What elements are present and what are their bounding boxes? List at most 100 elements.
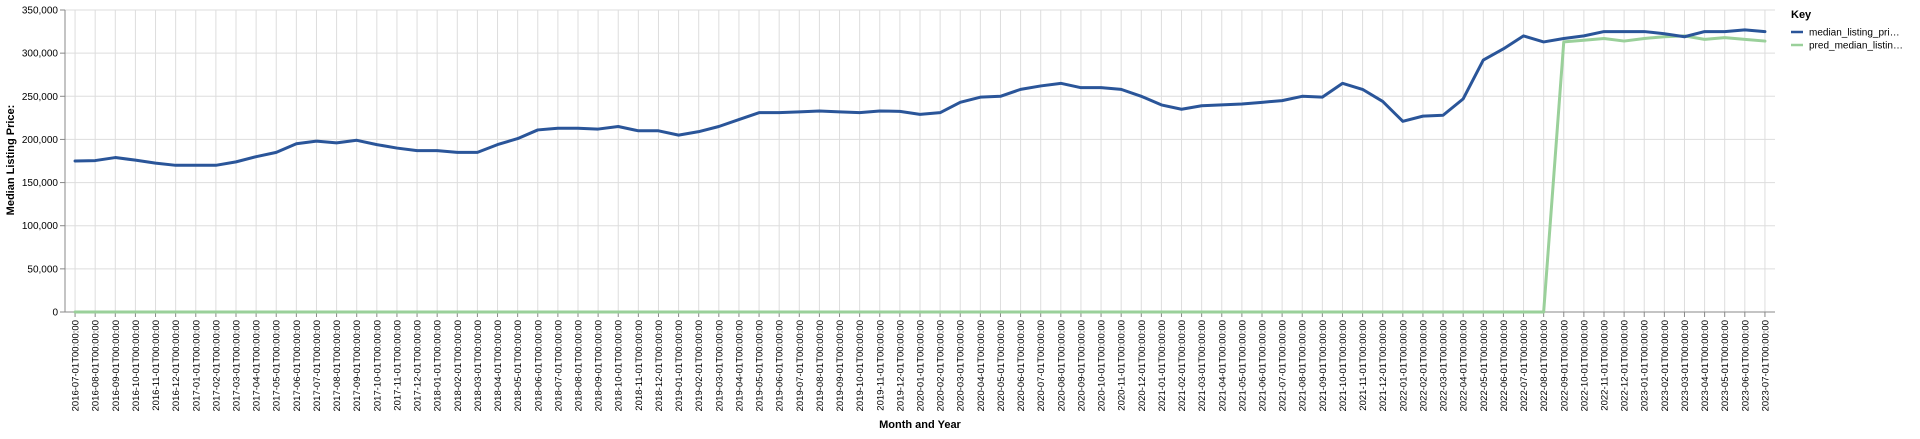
y-tick-label: 0 [52,308,58,319]
x-tick-label: 2017-03-01T00:00:00 [232,320,243,411]
x-tick-label: 2018-06-01T00:00:00 [533,320,544,411]
x-tick-label: 2017-05-01T00:00:00 [272,320,283,411]
x-tick-label: 2016-07-01T00:00:00 [71,320,82,411]
x-tick-label: 2022-05-01T00:00:00 [1479,320,1490,411]
x-tick-label: 2020-06-01T00:00:00 [1016,320,1027,411]
x-tick-label: 2022-07-01T00:00:00 [1519,320,1530,411]
y-tick-label: 350,000 [22,6,59,17]
x-tick-label: 2017-07-01T00:00:00 [312,320,323,411]
x-tick-label: 2017-04-01T00:00:00 [252,320,263,411]
x-tick-label: 2021-01-01T00:00:00 [1157,320,1168,411]
x-tick-label: 2016-09-01T00:00:00 [111,320,122,411]
x-tick-label: 2020-04-01T00:00:00 [976,320,987,411]
x-tick-label: 2022-03-01T00:00:00 [1439,320,1450,411]
series-line [73,34,1767,314]
x-tick-label: 2019-10-01T00:00:00 [855,320,866,411]
x-tick-label: 2019-09-01T00:00:00 [835,320,846,411]
x-tick-label: 2020-10-01T00:00:00 [1097,320,1108,411]
x-tick-label: 2016-11-01T00:00:00 [151,320,162,411]
x-tick-label: 2017-12-01T00:00:00 [413,320,424,411]
x-tick-label: 2021-04-01T00:00:00 [1217,320,1228,411]
x-tick-label: 2019-07-01T00:00:00 [795,320,806,411]
x-tick-label: 2021-02-01T00:00:00 [1177,320,1188,411]
x-tick-label: 2023-06-01T00:00:00 [1740,320,1751,411]
legend: Key median_listing_pri… pred_median_listi… [1791,9,1903,52]
x-tick-label: 2020-05-01T00:00:00 [996,320,1007,411]
x-tick-label: 2017-09-01T00:00:00 [352,320,363,411]
x-tick-label: 2019-02-01T00:00:00 [694,320,705,411]
grid-layer [65,9,1775,313]
x-tick-label: 2018-12-01T00:00:00 [654,320,665,411]
y-tick-label: 100,000 [22,221,59,232]
x-tick-label: 2021-10-01T00:00:00 [1338,320,1349,411]
x-tick-label: 2018-05-01T00:00:00 [513,320,524,411]
x-tick-label: 2017-08-01T00:00:00 [332,320,343,411]
x-tick-label: 2019-05-01T00:00:00 [755,320,766,411]
x-tick-label: 2016-08-01T00:00:00 [91,320,102,411]
x-tick-label: 2022-01-01T00:00:00 [1398,320,1409,411]
x-tick-label: 2019-12-01T00:00:00 [895,320,906,411]
series-line [73,28,1767,167]
x-tick-label: 2019-11-01T00:00:00 [875,320,886,411]
x-tick-label: 2023-01-01T00:00:00 [1640,320,1651,411]
y-tick-label: 200,000 [22,135,59,146]
x-tick-label: 2019-04-01T00:00:00 [734,320,745,411]
x-tick-label: 2022-10-01T00:00:00 [1579,320,1590,411]
x-tick-label: 2020-11-01T00:00:00 [1117,320,1128,411]
x-tick-label: 2022-08-01T00:00:00 [1539,320,1550,411]
x-tick-label: 2020-02-01T00:00:00 [936,320,947,411]
axes: 0 50,000 100,000 150,000 200,000 250,000 300,0… [22,6,1775,411]
legend-label: median_listing_pri… [1809,28,1900,39]
x-tick-label: 2023-07-01T00:00:00 [1760,320,1771,411]
x-tick-label: 2019-06-01T00:00:00 [775,320,786,411]
x-tick-label: 2016-12-01T00:00:00 [171,320,182,411]
legend-entries: median_listing_pri… pred_median_listin… [1791,28,1903,52]
x-tick-label: 2020-09-01T00:00:00 [1076,320,1087,411]
x-tick-label: 2021-05-01T00:00:00 [1237,320,1248,411]
y-tick-label: 50,000 [27,264,58,275]
x-tick-label: 2022-04-01T00:00:00 [1459,320,1470,411]
x-tick-label: 2017-06-01T00:00:00 [292,320,303,411]
x-tick-label: 2022-09-01T00:00:00 [1559,320,1570,411]
x-tick-label: 2016-10-01T00:00:00 [131,320,142,411]
x-axis-title: Month and Year [879,419,961,431]
x-tick-label: 2017-01-01T00:00:00 [191,320,202,411]
x-tick-label: 2018-08-01T00:00:00 [574,320,585,411]
x-tick-label: 2021-07-01T00:00:00 [1278,320,1289,411]
x-tick-label: 2021-03-01T00:00:00 [1197,320,1208,411]
x-tick-label: 2018-07-01T00:00:00 [553,320,564,411]
series-layer [73,28,1767,314]
x-tick-label: 2017-10-01T00:00:00 [372,320,383,411]
y-axis-title: Median Listing Price: [5,105,17,216]
x-tick-label: 2022-06-01T00:00:00 [1499,320,1510,411]
x-tick-label: 2021-12-01T00:00:00 [1378,320,1389,411]
x-tick-label: 2021-11-01T00:00:00 [1358,320,1369,411]
x-tick-label: 2020-03-01T00:00:00 [956,320,967,411]
x-tick-label: 2018-04-01T00:00:00 [493,320,504,411]
x-tick-label: 2023-02-01T00:00:00 [1660,320,1671,411]
y-tick-label: 250,000 [22,92,59,103]
x-tick-label: 2023-05-01T00:00:00 [1720,320,1731,411]
x-tick-label: 2022-12-01T00:00:00 [1620,320,1631,411]
x-tick-label: 2018-11-01T00:00:00 [634,320,645,411]
x-tick-label: 2021-09-01T00:00:00 [1318,320,1329,411]
x-tick-label: 2020-07-01T00:00:00 [1036,320,1047,411]
x-tick-label: 2020-08-01T00:00:00 [1056,320,1067,411]
x-tick-label: 2021-08-01T00:00:00 [1298,320,1309,411]
x-tick-label: 2022-02-01T00:00:00 [1418,320,1429,411]
x-tick-label: 2019-01-01T00:00:00 [674,320,685,411]
x-tick-label: 2019-03-01T00:00:00 [714,320,725,411]
x-tick-label: 2018-09-01T00:00:00 [594,320,605,411]
x-tick-label: 2018-03-01T00:00:00 [473,320,484,411]
x-tick-label: 2020-12-01T00:00:00 [1137,320,1148,411]
y-tick-label: 300,000 [22,49,59,60]
legend-label: pred_median_listin… [1809,41,1903,52]
x-tick-label: 2017-11-01T00:00:00 [392,320,403,411]
legend-title: Key [1791,9,1812,21]
x-tick-label: 2017-02-01T00:00:00 [211,320,222,411]
x-tick-label: 2019-08-01T00:00:00 [815,320,826,411]
y-tick-label: 150,000 [22,178,59,189]
x-tick-label: 2018-01-01T00:00:00 [433,320,444,411]
